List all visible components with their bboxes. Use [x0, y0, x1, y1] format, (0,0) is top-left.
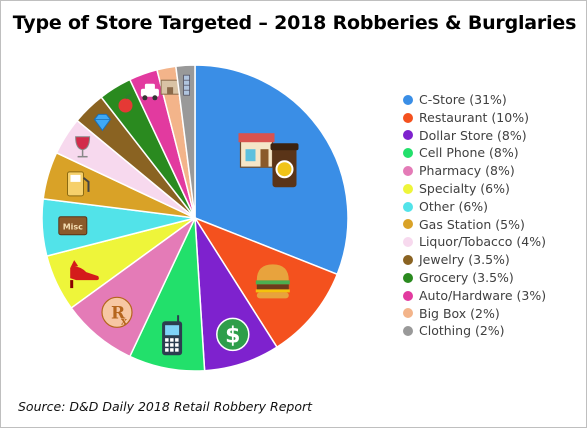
- legend-label: Auto/Hardware (3%): [419, 287, 547, 303]
- pie-slice-clothing: [174, 64, 196, 219]
- legend-item: Clothing (2%): [403, 322, 546, 340]
- svg-text:$: $: [225, 323, 240, 348]
- svg-text:R: R: [111, 303, 126, 323]
- car-icon: [140, 83, 159, 101]
- dollar-icon: $: [216, 317, 250, 352]
- legend-swatch: [403, 94, 413, 105]
- legend-item: Restaurant (10%): [403, 109, 546, 127]
- legend-swatch: [403, 112, 413, 123]
- legend-item: Other (6%): [403, 198, 546, 216]
- legend-item: Auto/Hardware (3%): [403, 287, 546, 305]
- legend-label: Specialty (6%): [419, 180, 510, 196]
- svg-text:Misc: Misc: [63, 223, 83, 232]
- burger-icon: [255, 264, 290, 299]
- legend-label: Big Box (2%): [419, 305, 500, 321]
- legend-label: Liquor/Tobacco (4%): [419, 234, 546, 250]
- legend-label: Grocery (3.5%): [419, 269, 514, 285]
- high-heel-icon: [70, 260, 99, 289]
- legend-item: Grocery (3.5%): [403, 269, 546, 287]
- legend-item: C-Store (31%): [403, 91, 546, 109]
- legend-item: Jewelry (3.5%): [403, 251, 546, 269]
- legend-label: Dollar Store (8%): [419, 127, 527, 143]
- legend-swatch: [403, 290, 413, 301]
- legend-item: Cell Phone (8%): [403, 144, 546, 162]
- gas-pump-icon: [67, 171, 90, 197]
- legend-swatch: [403, 326, 413, 337]
- legend-item: Gas Station (5%): [403, 216, 546, 234]
- source-note: Source: D&D Daily 2018 Retail Robbery Re…: [18, 399, 313, 414]
- legend-swatch: [403, 148, 413, 159]
- cell-phone-icon: [162, 315, 183, 356]
- big-box-store-icon: [160, 79, 180, 95]
- legend-swatch: [403, 166, 413, 177]
- legend-label: Jewelry (3.5%): [419, 252, 510, 268]
- legend-swatch: [403, 201, 413, 212]
- legend-swatch: [403, 237, 413, 248]
- legend-swatch: [403, 308, 413, 319]
- legend-label: Pharmacy (8%): [419, 163, 515, 179]
- legend-label: Cell Phone (8%): [419, 145, 519, 161]
- legend-item: Liquor/Tobacco (4%): [403, 233, 546, 251]
- store-coffee-icon: [238, 133, 299, 188]
- svg-text:x: x: [121, 316, 128, 327]
- legend-item: Pharmacy (8%): [403, 162, 546, 180]
- legend-swatch: [403, 183, 413, 194]
- legend-swatch: [403, 130, 413, 141]
- chart-title: Type of Store Targeted – 2018 Robberies …: [12, 12, 577, 34]
- wine-glass-icon: [75, 136, 91, 158]
- legend-label: Other (6%): [419, 198, 489, 214]
- legend-swatch: [403, 255, 413, 266]
- apple-icon: [118, 94, 133, 113]
- legend-item: Big Box (2%): [403, 305, 546, 323]
- chart-legend: C-Store (31%) Restaurant (10%) Dollar Stor…: [403, 91, 546, 340]
- clothing-icon: [183, 74, 191, 96]
- legend-label: Gas Station (5%): [419, 216, 525, 232]
- legend-item: Specialty (6%): [403, 180, 546, 198]
- legend-swatch: [403, 219, 413, 230]
- diamond-icon: [93, 113, 112, 132]
- legend-label: C-Store (31%): [419, 92, 507, 107]
- legend-item: Dollar Store (8%): [403, 127, 546, 145]
- rx-icon: Rx: [101, 296, 133, 328]
- misc-box-icon: Misc: [58, 216, 88, 236]
- pie-slice-c-store: [194, 64, 349, 276]
- legend-swatch: [403, 272, 413, 283]
- legend-label: Restaurant (10%): [419, 109, 529, 125]
- legend-label: Clothing (2%): [419, 323, 505, 339]
